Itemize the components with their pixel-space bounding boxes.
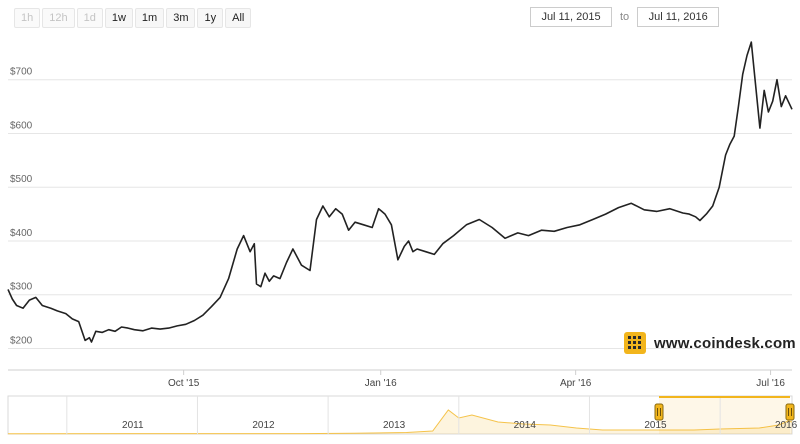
- navigator-series-area: [8, 410, 792, 434]
- navigator-selection[interactable]: [659, 396, 790, 434]
- coindesk-brand[interactable]: www.coindesk.com: [624, 332, 796, 354]
- x-tick-label: Jan '16: [365, 378, 397, 389]
- to-label: to: [620, 11, 630, 23]
- y-tick-label: $700: [10, 67, 33, 78]
- coindesk-logo-icon: [624, 332, 646, 354]
- range-button-12h: 12h: [42, 8, 75, 28]
- y-tick-label: $600: [10, 120, 33, 131]
- range-selector: 1h 12h 1d 1w 1m 3m 1y All: [14, 8, 252, 28]
- grip-handle-icon[interactable]: [785, 403, 795, 421]
- navigator-year-label: 2013: [383, 420, 406, 431]
- range-button-1y[interactable]: 1y: [197, 8, 224, 28]
- navigator-year-labels: 2011 2012 2013 2014 2015 2016: [66, 396, 798, 434]
- y-tick-label: $500: [10, 174, 33, 185]
- navigator-year-label: 2012: [252, 420, 275, 431]
- to-date-input[interactable]: Jul 11, 2016: [637, 7, 720, 27]
- brand-url: www.coindesk.com: [654, 334, 796, 352]
- grid-lines: [8, 79, 792, 349]
- grip-handle-icon[interactable]: [654, 403, 664, 421]
- y-axis-ticks: $200 $300 $400 $500 $600 $700: [10, 67, 33, 347]
- x-tick-label: Apr '16: [560, 378, 592, 389]
- x-tick-label: Jul '16: [756, 378, 785, 389]
- price-line: [7, 41, 793, 343]
- range-button-all[interactable]: All: [225, 8, 252, 28]
- navigator-handle-left[interactable]: [654, 403, 664, 421]
- navigator-year-label: 2016: [775, 420, 798, 431]
- range-button-1d: 1d: [76, 8, 103, 28]
- range-button-1h: 1h: [14, 8, 41, 28]
- range-button-3m[interactable]: 3m: [166, 8, 196, 28]
- x-tick-label: Oct '15: [168, 378, 200, 389]
- navigator-series-line: [7, 409, 793, 435]
- navigator-year-label: 2015: [644, 420, 667, 431]
- from-date-input[interactable]: Jul 11, 2015: [530, 7, 612, 27]
- y-tick-label: $200: [10, 335, 33, 346]
- y-tick-label: $300: [10, 282, 33, 293]
- x-axis-ticks: Oct '15 Jan '16 Apr '16 Jul '16: [8, 369, 792, 389]
- date-range-picker: Jul 11, 2015 to Jul 11, 2016: [530, 7, 720, 27]
- range-button-1m[interactable]: 1m: [134, 8, 165, 28]
- range-button-1w[interactable]: 1w: [104, 8, 133, 28]
- navigator-year-label: 2014: [514, 420, 537, 431]
- navigator-year-label: 2011: [122, 420, 144, 431]
- navigator-handle-right[interactable]: [785, 403, 795, 421]
- navigator[interactable]: 2011 2012 2013 2014 2015 2016: [7, 395, 798, 435]
- y-tick-label: $400: [10, 228, 33, 239]
